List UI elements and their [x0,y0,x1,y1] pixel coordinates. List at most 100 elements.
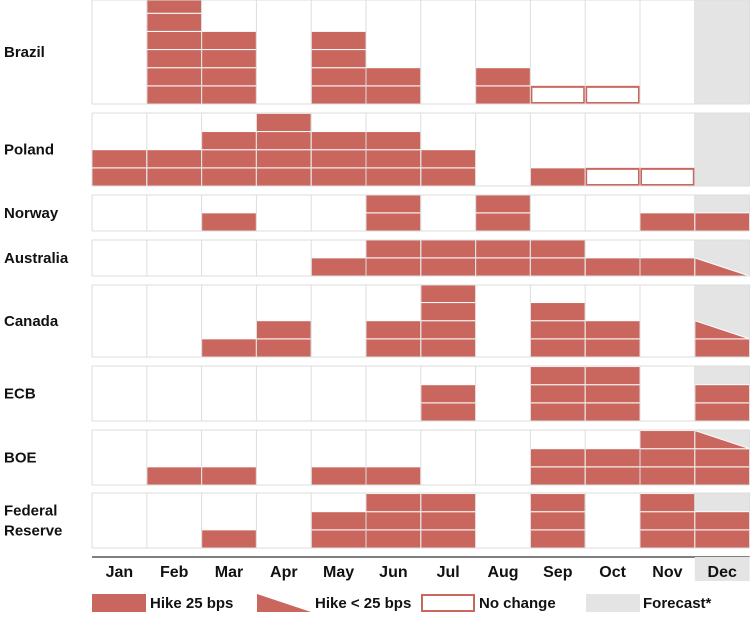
hike-block-poland-jul-2 [420,149,477,169]
hike-block-australia-oct-1 [584,257,641,277]
hike-block-canada-sep-2 [529,320,586,340]
hike-block-canada-mar-1 [201,338,257,358]
no-change-poland-nov [640,167,695,187]
hike-block-boe-sep-1 [529,466,586,486]
legend-swatch-partial [257,594,311,612]
country-label-federal-reserve: Federal Reserve [4,503,62,540]
hike-block-brazil-aug-1 [475,85,531,105]
hike-block-federal-reserve-jun-2 [365,511,422,531]
hike-block-norway-aug-2 [475,194,531,214]
hike-block-norway-jun-2 [365,194,422,214]
hike-block-brazil-mar-1 [201,85,257,105]
hike-block-boe-nov-1 [639,466,696,486]
hike-block-poland-jan-2 [91,149,148,169]
no-change-brazil-sep [530,85,586,104]
month-label-apr: Apr [270,564,298,581]
hike-block-boe-dec-2 [694,448,750,468]
hike-block-poland-jul-1 [420,167,477,187]
hike-block-australia-aug-1 [475,257,531,277]
hike-block-boe-dec-1 [694,466,750,486]
hike-block-ecb-jul-1 [420,402,477,422]
forecast-bg-brazil-dec [694,0,750,104]
hike-block-poland-jan-1 [91,167,148,187]
hike-block-brazil-mar-3 [201,49,257,69]
hike-block-brazil-may-3 [310,49,367,69]
hike-block-brazil-may-2 [310,67,367,87]
hike-block-ecb-dec-1 [694,402,750,422]
country-label-australia: Australia [4,250,69,267]
hike-block-federal-reserve-mar-1 [201,529,257,549]
hike-block-federal-reserve-jun-3 [365,493,422,513]
month-label-oct: Oct [599,564,626,581]
hike-block-brazil-may-4 [310,30,367,51]
hike-block-boe-oct-2 [584,448,641,468]
hike-block-ecb-sep-3 [529,366,586,386]
hike-block-brazil-feb-6 [146,0,203,14]
hike-block-ecb-sep-2 [529,384,586,404]
hike-block-brazil-aug-2 [475,67,531,87]
row-federal-reserve: Federal Reserve [4,493,750,549]
hike-block-canada-apr-2 [255,320,312,340]
month-label-jul: Jul [437,564,460,581]
hike-block-australia-sep-2 [529,239,586,259]
hike-block-brazil-feb-3 [146,49,203,69]
hike-block-boe-nov-2 [639,448,696,468]
hike-block-federal-reserve-may-2 [310,511,367,531]
hike-block-brazil-may-1 [310,85,367,105]
hike-block-federal-reserve-nov-3 [639,493,696,513]
hike-block-canada-jul-4 [420,283,477,304]
hike-block-poland-mar-1 [201,167,257,187]
hike-block-canada-jun-2 [365,320,422,340]
month-label-may: May [323,564,354,581]
hike-block-norway-nov-1 [639,212,696,232]
hike-block-poland-mar-3 [201,131,257,151]
hike-block-norway-jun-1 [365,212,422,232]
hike-block-ecb-oct-1 [584,402,641,422]
hike-block-federal-reserve-nov-1 [639,529,696,549]
hike-block-federal-reserve-jul-3 [420,493,477,513]
hike-block-canada-jul-3 [420,302,477,322]
country-label-ecb: ECB [4,386,36,403]
hike-block-poland-jun-1 [365,167,422,187]
hike-block-ecb-jul-2 [420,384,477,404]
hike-block-australia-jun-1 [365,257,422,277]
hike-block-australia-nov-1 [639,257,696,277]
hike-block-ecb-dec-2 [694,384,750,404]
hike-block-poland-jun-3 [365,131,422,151]
grid [91,0,750,549]
hike-block-boe-may-1 [310,466,367,486]
hike-block-canada-sep-1 [529,338,586,358]
hike-block-norway-aug-1 [475,212,531,232]
no-change-poland-oct [585,167,641,187]
hike-block-poland-may-2 [310,149,367,169]
legend-label-no-change: No change [479,595,556,612]
hike-block-brazil-feb-5 [146,12,203,32]
hike-block-brazil-jun-2 [365,67,422,87]
hike-block-federal-reserve-sep-3 [529,493,586,513]
hike-block-canada-oct-2 [584,320,641,340]
hike-block-poland-feb-1 [146,167,203,187]
hike-block-federal-reserve-jun-1 [365,529,422,549]
hike-block-canada-jul-2 [420,320,477,340]
hike-block-canada-dec-1 [694,338,750,358]
hike-block-poland-apr-3 [255,131,312,151]
hike-block-federal-reserve-may-1 [310,529,367,549]
hike-block-brazil-feb-4 [146,30,203,51]
country-label-canada: Canada [4,313,59,330]
month-label-nov: Nov [652,564,682,581]
hike-block-australia-sep-1 [529,257,586,277]
row-australia: Australia [4,239,750,277]
month-label-aug: Aug [487,564,518,581]
legend-swatch-no-change [421,594,475,612]
hike-block-poland-may-3 [310,131,367,151]
hike-block-canada-apr-1 [255,338,312,358]
hike-block-brazil-jun-1 [365,85,422,105]
hike-block-boe-oct-1 [584,466,641,486]
country-label-poland: Poland [4,142,54,159]
legend-swatch-hike [92,594,146,612]
hike-block-boe-jun-1 [365,466,422,486]
hike-block-poland-sep-1 [529,167,586,187]
forecast-bg-poland-dec [694,113,750,186]
hike-block-canada-sep-3 [529,302,586,322]
